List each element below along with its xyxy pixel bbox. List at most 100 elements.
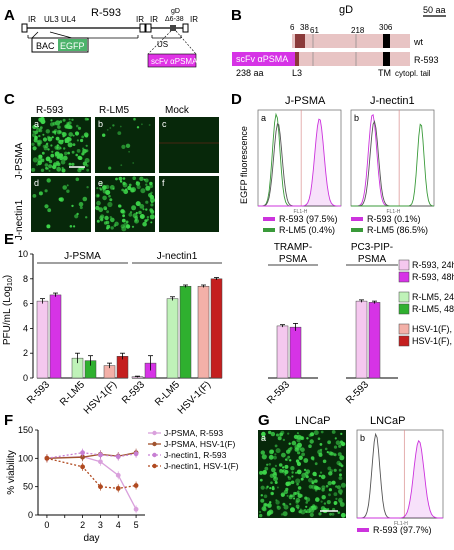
legend-label: R-LM5, 24h bbox=[412, 292, 454, 302]
fluorescent-cell bbox=[339, 502, 345, 507]
fluorescent-cell bbox=[327, 466, 332, 471]
fluorescent-cell bbox=[293, 497, 296, 500]
fluorescent-cell bbox=[51, 136, 54, 139]
micrograph-tile: c bbox=[159, 117, 219, 173]
fluorescent-cell bbox=[324, 447, 328, 451]
y-tick-label: 0 bbox=[28, 510, 33, 520]
group-title: J-PSMA bbox=[64, 251, 101, 262]
fluorescent-cell bbox=[56, 146, 59, 149]
data-point bbox=[44, 455, 50, 461]
fluorescent-cell bbox=[261, 431, 266, 437]
x-category-label: R-593 bbox=[120, 379, 147, 406]
panel-f-letter: F bbox=[4, 412, 13, 429]
series-line bbox=[46, 455, 137, 510]
fluorescent-cell bbox=[268, 463, 272, 466]
fluorescent-cell bbox=[109, 198, 113, 202]
fluorescent-cell bbox=[317, 437, 321, 441]
fluorescent-cell bbox=[45, 143, 49, 146]
fluorescent-cell bbox=[289, 459, 292, 462]
fluorescent-cell bbox=[285, 457, 289, 461]
fluorescent-cell bbox=[290, 507, 295, 513]
panel-d: D EGFP fluorescence J-PSMA J-nectin1 a FL… bbox=[231, 91, 435, 235]
fluorescent-cell bbox=[308, 510, 312, 513]
legend-label: R-LM5 (86.5%) bbox=[367, 225, 428, 235]
fluorescent-cell bbox=[45, 156, 51, 162]
fluorescent-cell bbox=[31, 167, 36, 172]
fluorescent-cell bbox=[61, 168, 66, 173]
fluorescent-cell bbox=[305, 505, 308, 508]
fluorescent-cell bbox=[300, 447, 305, 453]
fluorescent-cell bbox=[132, 162, 135, 164]
series-line bbox=[46, 457, 137, 490]
fluorescent-cell bbox=[260, 498, 265, 503]
fluorescent-cell bbox=[72, 134, 75, 137]
x-tick-label: 3 bbox=[98, 520, 103, 530]
position-label: 306 bbox=[379, 23, 393, 32]
legend-label: HSV-1(F), 24h bbox=[412, 324, 454, 334]
fluorescent-cell bbox=[287, 455, 291, 459]
fluorescent-cell bbox=[338, 444, 342, 448]
fluorescent-cell bbox=[328, 451, 333, 456]
fluorescent-cell bbox=[62, 147, 66, 150]
fluorescent-cell bbox=[313, 485, 319, 490]
fluorescent-cell bbox=[276, 433, 279, 437]
fluorescent-cell bbox=[58, 197, 63, 202]
fluorescent-cell bbox=[135, 201, 141, 207]
fluorescent-cell bbox=[36, 140, 41, 145]
fluorescent-cell bbox=[32, 133, 37, 138]
fluorescent-cell bbox=[133, 117, 136, 121]
fluorescent-cell bbox=[284, 464, 289, 469]
legend-swatch bbox=[398, 259, 410, 271]
fluorescent-cell bbox=[329, 469, 333, 473]
tm-block bbox=[383, 34, 390, 48]
x-category-label: R-593 bbox=[25, 379, 52, 406]
fluorescent-cell bbox=[129, 211, 133, 214]
fluorescent-cell bbox=[331, 430, 336, 434]
fluorescent-cell bbox=[150, 209, 155, 214]
fluorescent-cell bbox=[47, 208, 52, 213]
fluorescent-cell bbox=[102, 188, 105, 191]
fluorescent-cell bbox=[295, 504, 300, 509]
fluorescent-cell bbox=[297, 486, 302, 490]
fluorescent-cell bbox=[47, 148, 50, 151]
fluorescent-cell bbox=[123, 189, 129, 195]
fluorescent-cell bbox=[262, 470, 267, 475]
fluorescent-cell bbox=[48, 164, 53, 169]
micrograph-bg bbox=[159, 117, 219, 173]
tm-label: TM bbox=[378, 68, 391, 78]
fluorescent-cell bbox=[66, 137, 71, 142]
fluorescent-cell bbox=[71, 204, 74, 208]
data-point bbox=[133, 451, 139, 457]
y-axis-label: % viability bbox=[6, 450, 17, 494]
micrograph-bg bbox=[159, 176, 219, 232]
fluorescent-cell bbox=[285, 458, 287, 461]
fluorescent-cell bbox=[287, 481, 292, 486]
fluorescent-cell bbox=[285, 487, 289, 491]
fluorescent-cell bbox=[263, 494, 268, 499]
fluorescent-cell bbox=[100, 182, 103, 185]
fluorescent-cell bbox=[268, 454, 274, 460]
fluorescent-cell bbox=[54, 153, 60, 158]
fluorescent-cell bbox=[136, 181, 139, 184]
fluorescent-cell bbox=[282, 438, 286, 442]
fluorescent-cell bbox=[339, 492, 342, 496]
scfv-insert-label: scFv αPSMA bbox=[151, 57, 198, 66]
fluorescent-cell bbox=[267, 510, 272, 515]
y-tick-label: 2 bbox=[23, 348, 28, 358]
fluorescent-cell bbox=[140, 215, 143, 218]
fluorescent-cell bbox=[125, 220, 129, 224]
fluorescent-cell bbox=[338, 476, 343, 480]
fluorescent-cell bbox=[130, 187, 136, 193]
fluorescent-cell bbox=[280, 492, 286, 497]
ir-box bbox=[182, 23, 189, 33]
fluorescent-cell bbox=[326, 500, 331, 505]
fluorescent-cell bbox=[322, 459, 327, 464]
fluorescent-cell bbox=[149, 184, 154, 189]
fluorescent-cell bbox=[49, 122, 55, 127]
data-point bbox=[133, 483, 139, 488]
legend-marker bbox=[152, 441, 157, 447]
fluorescent-cell bbox=[320, 506, 326, 511]
legend-label: R-LM5 (0.4%) bbox=[279, 225, 335, 235]
fluorescent-cell bbox=[288, 442, 291, 445]
